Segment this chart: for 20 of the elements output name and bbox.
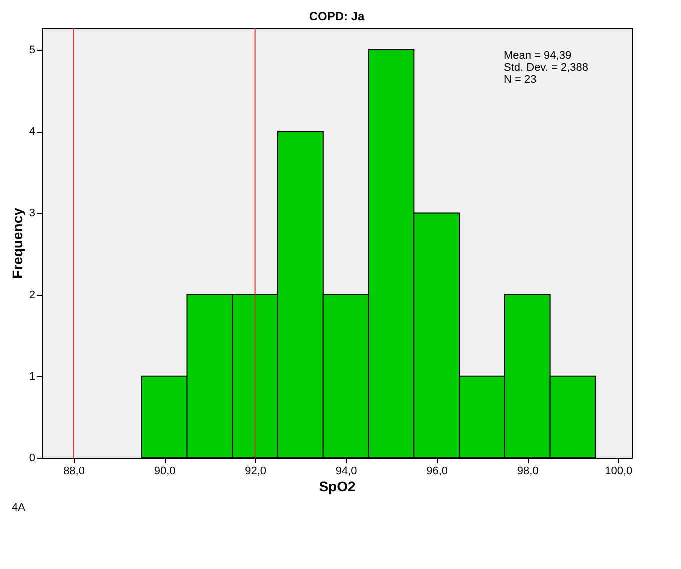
- y-axis-title: Frequency: [9, 208, 26, 279]
- y-tick-label: 5: [29, 44, 36, 57]
- y-tick-label: 0: [29, 452, 36, 464]
- annotation: Std. Dev. = 2,388: [504, 62, 588, 74]
- text: 4A: [12, 502, 26, 514]
- x-tick-label: 92,0: [245, 466, 267, 478]
- y-tick-label: 4: [29, 126, 36, 138]
- x-tick-label: 100,0: [605, 466, 633, 478]
- annotation: Mean = 94,39: [504, 50, 572, 62]
- y-tick-label: 3: [29, 208, 36, 220]
- x-tick-label: 94,0: [336, 466, 358, 478]
- annotation: N = 23: [504, 74, 537, 86]
- x-tick-label: 88,0: [64, 466, 85, 478]
- x-tick-label: 90,0: [154, 466, 176, 478]
- x-tick-label: 98,0: [517, 466, 539, 478]
- y-tick-label: 1: [29, 370, 36, 383]
- chart-title: COPD: Ja: [309, 10, 365, 24]
- x-axis-title: SpO2: [319, 478, 356, 494]
- x-tick-label: 96,0: [426, 466, 448, 478]
- y-tick-label: 2: [29, 289, 36, 302]
